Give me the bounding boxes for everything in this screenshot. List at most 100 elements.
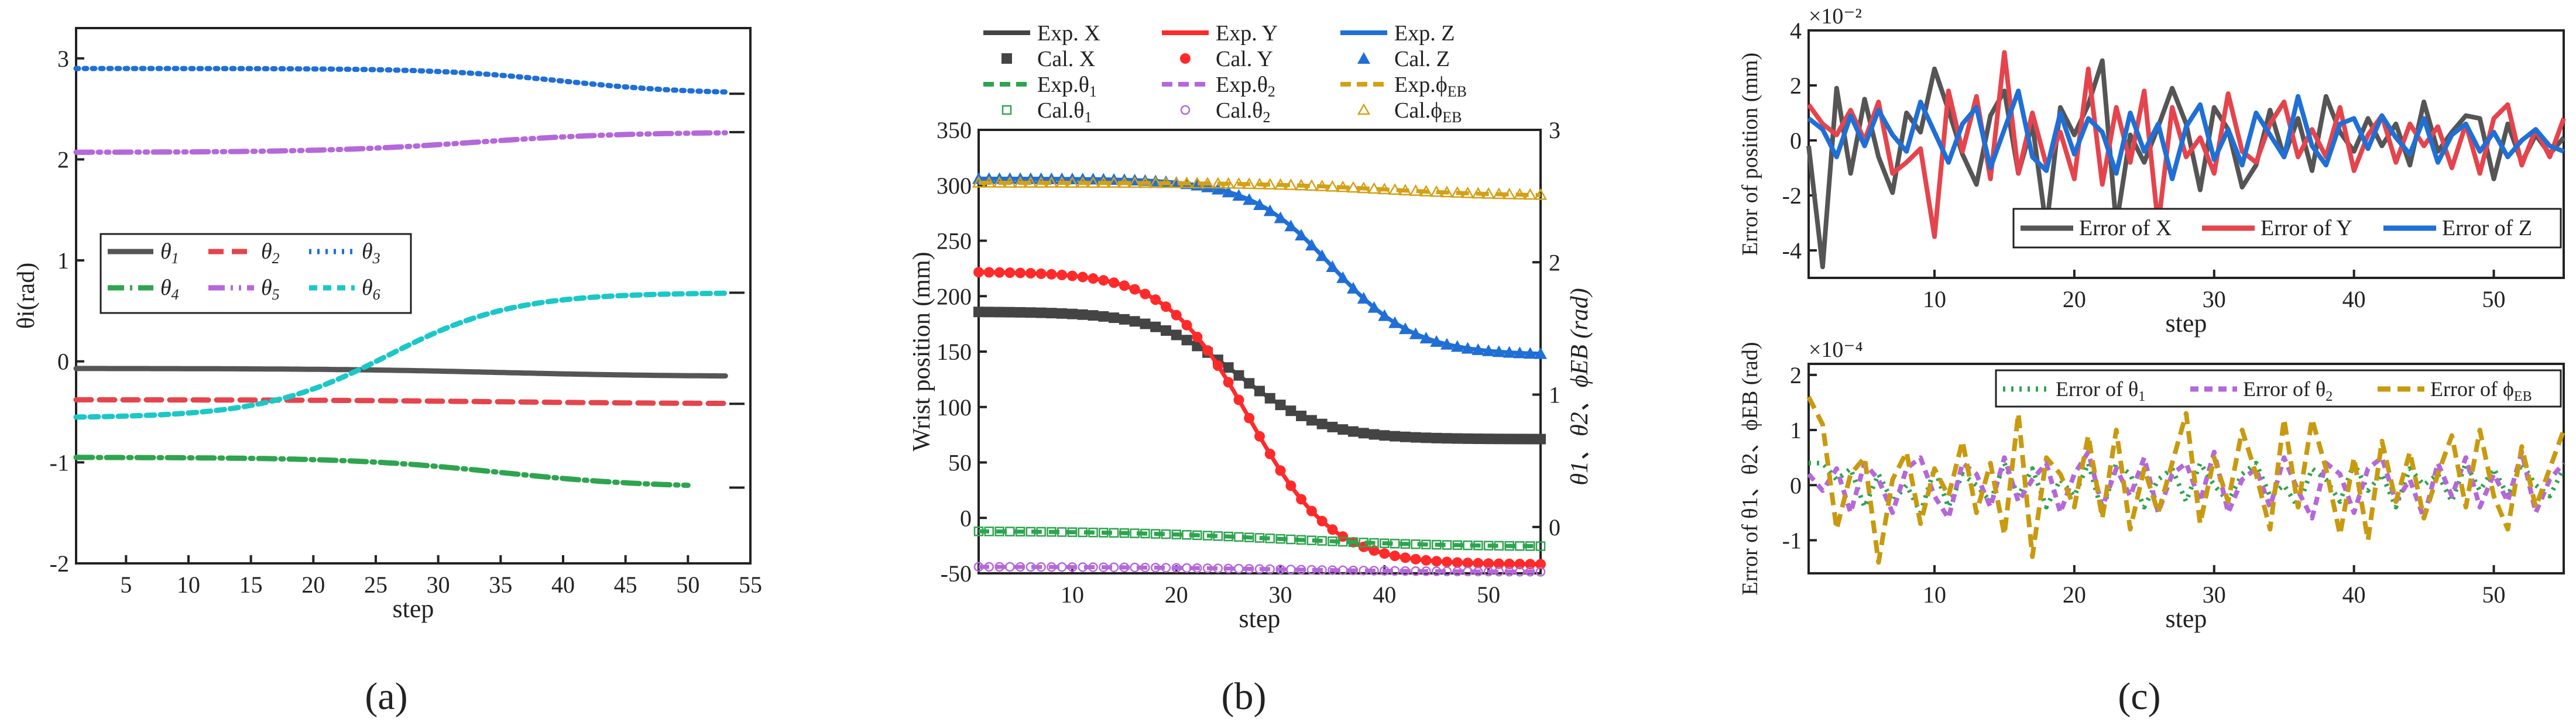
x-tick-label: 50 (2482, 582, 2506, 608)
legend-label: Error of X (2079, 216, 2172, 240)
series-line-1 (1809, 460, 2566, 515)
cal-point-3 (1419, 331, 1433, 343)
legend-label: Error of Z (2442, 216, 2532, 240)
cal-point-1 (1368, 429, 1380, 440)
cal-point-2 (1306, 505, 1317, 517)
cal-point-4 (984, 527, 994, 536)
cal-point-5 (1192, 563, 1202, 573)
cal-point-3 (1492, 345, 1505, 357)
cal-point-1 (1421, 432, 1432, 443)
cal-point-1 (1462, 433, 1473, 444)
cal-point-2 (1119, 280, 1130, 291)
panel-label-a: (a) (365, 675, 407, 718)
cal-point-2 (1483, 558, 1494, 569)
cal-point-5 (1348, 565, 1359, 576)
x-axis-title: step (1239, 604, 1281, 633)
cal-point-3 (1232, 189, 1246, 201)
cal-point-4 (1348, 537, 1359, 548)
cal-point-6 (1315, 180, 1329, 191)
cal-point-6 (1086, 176, 1100, 188)
x-tick-label: 45 (614, 572, 637, 598)
cal-point-3 (1347, 281, 1360, 294)
y-right-tick-label: 2 (1549, 249, 1560, 276)
cal-point-4 (1421, 539, 1431, 549)
series-line-2 (1806, 449, 2566, 521)
cal-point-3 (1243, 193, 1256, 205)
cal-point-1 (1004, 307, 1016, 318)
cal-point-6 (1107, 176, 1121, 188)
cal-point-5 (1140, 562, 1150, 573)
cal-point-3 (1211, 183, 1224, 195)
cal-point-2 (1171, 309, 1182, 321)
cal-point-2 (1150, 294, 1161, 305)
cal-point-3 (1471, 343, 1485, 355)
cal-point-5 (973, 562, 984, 572)
legend-label: θ5 (261, 276, 280, 303)
cal-point-4 (1359, 538, 1369, 548)
cal-point-5 (1171, 563, 1182, 573)
cal-point-5 (1182, 563, 1192, 573)
cal-point-6 (1305, 179, 1319, 191)
cal-point-6 (1378, 183, 1391, 195)
cal-point-3 (1201, 180, 1215, 192)
cal-point-5 (1411, 566, 1421, 576)
cal-point-2 (1015, 267, 1026, 278)
series-line-5 (73, 130, 728, 155)
cal-point-4 (1504, 541, 1514, 551)
cal-point-5 (1202, 563, 1213, 573)
y-tick-label: -1 (50, 449, 69, 476)
legend-label: Exp. Y (1216, 21, 1278, 46)
cal-point-5 (1161, 563, 1171, 573)
cal-point-4 (1161, 529, 1171, 539)
cal-point-6 (1419, 184, 1433, 197)
cal-point-4 (1296, 535, 1306, 545)
x-tick-label: 20 (301, 572, 325, 598)
cal-point-2 (1046, 269, 1057, 280)
cal-point-5 (1254, 564, 1265, 574)
cal-point-4 (1369, 538, 1379, 548)
cal-point-5 (1390, 566, 1400, 576)
x-tick-label: 30 (2203, 286, 2226, 312)
series-line-4 (73, 455, 691, 488)
cal-point-6 (1222, 177, 1235, 189)
panel-b: 10 20 30 40 50 -50 0 50 100 150 200 250 300 350 step 0 1… (908, 21, 1593, 633)
cal-point-5 (1213, 563, 1223, 573)
cal-point-5 (1286, 565, 1296, 574)
cal-point-6 (1357, 181, 1370, 194)
x-tick-label: 30 (427, 572, 450, 598)
cal-point-2 (1442, 556, 1452, 567)
x-tick-label: 50 (2482, 286, 2506, 312)
cal-point-2 (1504, 558, 1515, 569)
y-tick-label: 3 (57, 46, 69, 72)
multiplier: ×10⁻⁴ (1809, 338, 1863, 362)
legend-label: Cal. Z (1394, 47, 1450, 71)
cal-point-4 (1525, 541, 1535, 551)
cal-point-4 (1036, 527, 1046, 537)
y-tick-label: -2 (1782, 183, 1802, 209)
legend-label: Cal. X (1037, 47, 1095, 71)
cal-point-3 (1430, 335, 1443, 347)
cal-point-4 (1025, 527, 1036, 537)
cal-point-1 (1035, 307, 1047, 318)
cal-point-2 (1035, 268, 1047, 279)
y-tick-label: 200 (937, 283, 972, 309)
cal-point-4 (1015, 527, 1025, 536)
cal-point-1 (1431, 432, 1442, 443)
cal-point-2 (983, 267, 994, 278)
cal-point-1 (1077, 309, 1088, 320)
cal-point-2 (1192, 331, 1203, 342)
cal-point-6 (1263, 178, 1277, 190)
cal-point-6 (1492, 187, 1506, 199)
series-line-3 (73, 66, 728, 95)
cal-point-5 (1515, 567, 1525, 577)
y-tick-label: 2 (1790, 362, 1802, 388)
legend-label: Cal.ϕEB (1394, 98, 1462, 126)
y-right-tick-label: 1 (1549, 382, 1560, 408)
cal-point-4 (1473, 541, 1483, 550)
cal-point-2 (1264, 448, 1275, 459)
y-right-tick-label: 0 (1549, 514, 1560, 541)
cal-point-1 (1514, 433, 1525, 445)
cal-point-4 (1286, 534, 1296, 545)
cal-point-4 (1171, 529, 1182, 539)
cal-point-1 (1525, 433, 1536, 445)
